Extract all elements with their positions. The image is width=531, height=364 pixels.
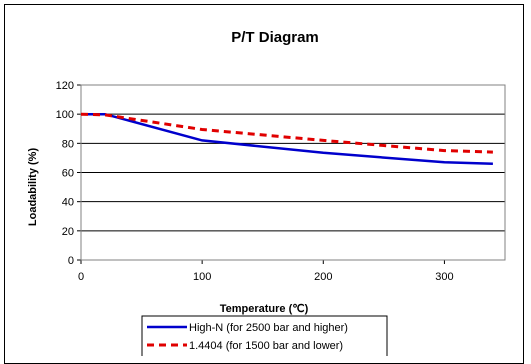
y-tick-label: 40 [62, 197, 74, 209]
x-tick-label: 100 [193, 271, 211, 283]
legend-label-1: High-N (for 2500 bar and higher) [189, 322, 348, 334]
legend-label-2: 1.4404 (for 1500 bar and lower) [189, 340, 343, 352]
x-tick-label: 200 [314, 271, 332, 283]
y-tick-label: 120 [56, 80, 74, 92]
chart-title: P/T Diagram [231, 29, 319, 46]
x-tick-label: 300 [435, 271, 453, 283]
y-tick-label: 0 [68, 255, 74, 267]
series-lines [80, 112, 493, 166]
x-tick-label: 0 [78, 271, 84, 283]
y-axis-label: Loadability (%) [27, 148, 39, 227]
y-tick-labels: 0 20 40 60 80 100 120 [56, 80, 74, 267]
series-line-2 [80, 112, 493, 154]
chart-frame [4, 4, 524, 364]
legend-box [141, 315, 388, 356]
y-tick-label: 80 [62, 138, 74, 150]
line-chart: P/T Diagram 0 20 40 60 80 100 120 0 100 200 300 L… [27, 29, 506, 356]
x-axis-label: Temperature (℃) [220, 303, 309, 315]
legend-entries: High-N (for 2500 bar and higher) 1.4404 (… [147, 322, 348, 352]
y-tick-label: 100 [56, 109, 74, 121]
series-line-1 [81, 112, 493, 166]
y-tick-label: 20 [62, 226, 74, 238]
gridlines [77, 84, 505, 264]
legend: High-N (for 2500 bar and higher) 1.4404 (… [141, 315, 388, 356]
plot-area [80, 84, 506, 261]
x-tick-labels: 0 100 200 300 [78, 271, 454, 283]
y-tick-label: 60 [62, 168, 74, 180]
